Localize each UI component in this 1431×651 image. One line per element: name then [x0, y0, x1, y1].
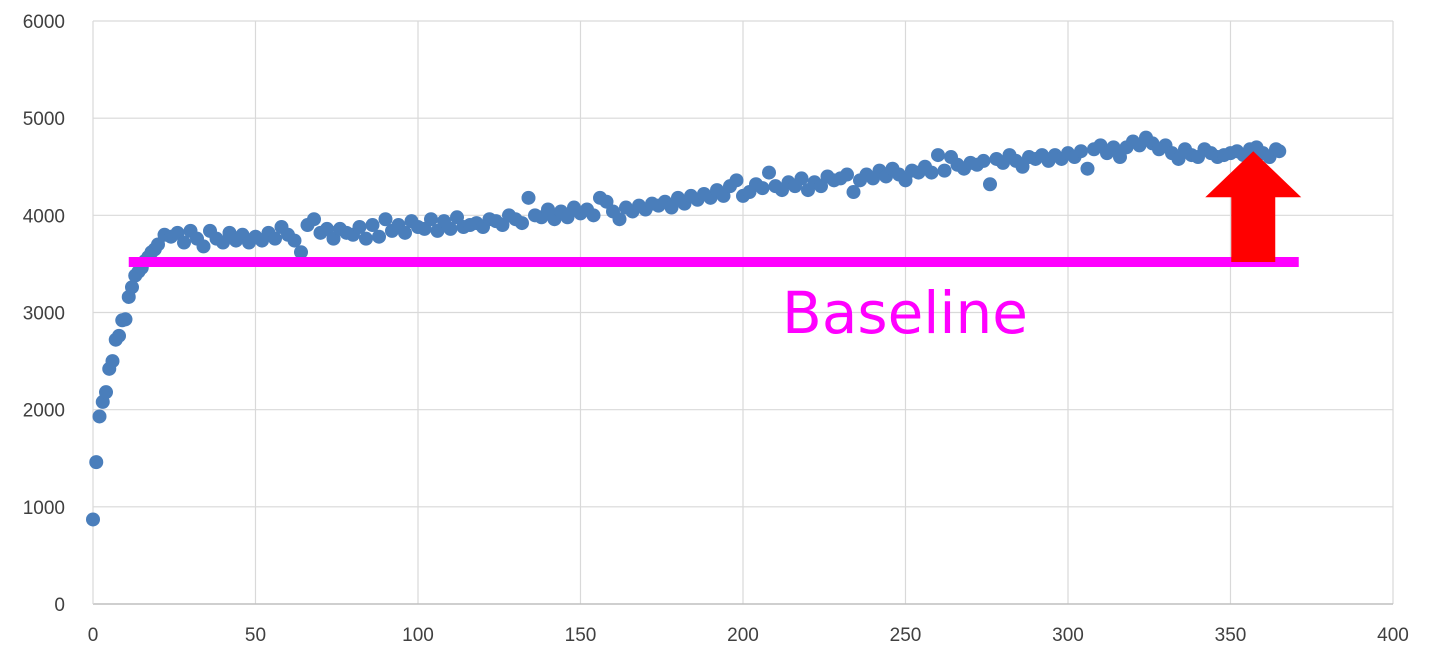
data-point [937, 163, 952, 178]
data-point [840, 167, 854, 182]
data-point [177, 235, 191, 250]
x-tick-label: 0 [88, 625, 99, 646]
up-arrow [1205, 151, 1302, 262]
data-point [89, 455, 104, 470]
data-point [586, 208, 601, 223]
data-point [924, 165, 939, 180]
data-point [762, 165, 776, 180]
annotations: Baseline [128, 151, 1302, 347]
gridlines [93, 20, 1394, 604]
data-point [755, 181, 770, 196]
x-tick-label: 200 [727, 625, 759, 646]
x-tick-label: 350 [1215, 625, 1247, 646]
data-point [99, 385, 113, 400]
data-point [612, 212, 627, 227]
data-points [86, 130, 1287, 527]
data-point [372, 229, 386, 244]
data-point [1080, 161, 1095, 176]
data-point [92, 409, 107, 424]
y-tick-label: 1000 [23, 498, 65, 519]
x-tick-label: 250 [890, 625, 922, 646]
data-point [424, 212, 438, 227]
y-tick-label: 0 [54, 595, 65, 616]
tick-labels: 0 50 100 150 200 250 300 350 4000100020003000400… [23, 12, 1409, 646]
baseline-label: Baseline [782, 279, 1028, 347]
y-tick-label: 2000 [23, 401, 65, 422]
data-point [294, 245, 308, 260]
data-point [794, 171, 809, 186]
y-tick-label: 6000 [23, 12, 65, 33]
data-point [398, 225, 412, 240]
x-tick-label: 300 [1052, 625, 1084, 646]
x-tick-label: 400 [1377, 625, 1409, 646]
data-point [118, 312, 133, 327]
y-tick-label: 4000 [23, 206, 65, 227]
data-point [515, 216, 529, 231]
data-point [268, 231, 282, 246]
data-point [307, 212, 321, 227]
data-point [378, 212, 393, 227]
data-point [196, 239, 211, 254]
data-point [443, 221, 458, 236]
data-point [86, 512, 100, 527]
axes [92, 21, 1393, 605]
data-point [112, 328, 126, 343]
data-point [125, 280, 139, 295]
data-point [976, 153, 991, 168]
data-point [352, 219, 367, 234]
data-point [521, 190, 536, 205]
data-point [931, 148, 945, 163]
data-point [365, 218, 380, 233]
y-tick-label: 5000 [23, 109, 65, 130]
x-tick-label: 150 [565, 625, 597, 646]
data-point [359, 231, 373, 246]
data-point [105, 354, 120, 369]
x-tick-label: 50 [245, 625, 266, 646]
y-tick-label: 3000 [23, 304, 65, 325]
data-point [729, 173, 744, 188]
data-point [1272, 144, 1287, 159]
data-point [1074, 144, 1088, 159]
data-point [287, 233, 302, 248]
data-point [983, 177, 997, 192]
data-point [846, 185, 861, 200]
x-tick-label: 100 [402, 625, 434, 646]
